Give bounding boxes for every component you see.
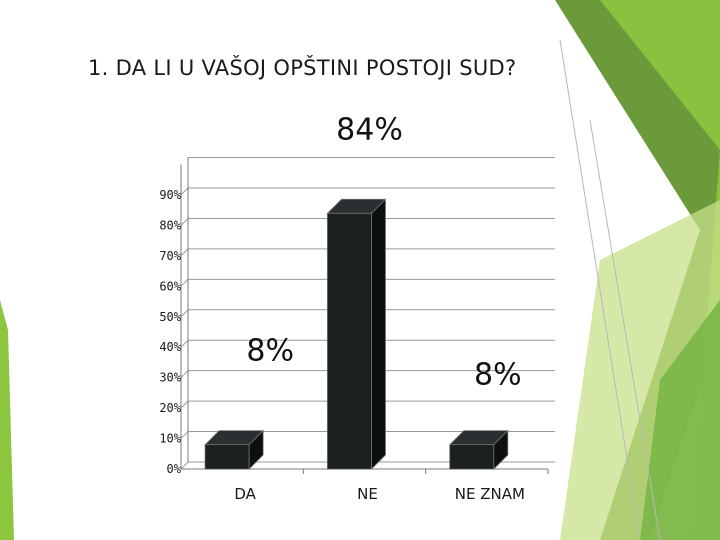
gridline-diagonal: [180, 370, 189, 379]
chart-bars: [204, 198, 509, 470]
decor-green-band-mid: [640, 300, 720, 540]
gridline-diagonal: [180, 278, 189, 287]
slide-title: 1. DA LI U VAŠOJ OPŠTINI POSTOJI SUD?: [88, 56, 517, 80]
gridline-diagonal: [180, 461, 189, 470]
x-category-label: DA: [234, 485, 256, 503]
y-tick-label: 90%: [159, 188, 181, 202]
y-tick-label: 30%: [159, 371, 181, 385]
y-tick-label: 10%: [159, 432, 181, 446]
bar-da: [204, 444, 250, 470]
bar-side-face: [371, 198, 386, 470]
y-tick-label: 50%: [159, 310, 181, 324]
gridline-diagonal: [180, 309, 189, 318]
gridline-diagonal: [180, 218, 189, 226]
data-label: 8%: [474, 358, 522, 393]
bar-side-face: [493, 429, 509, 470]
x-category-label: NE ZNAM: [455, 485, 525, 503]
y-tick-label: 40%: [159, 340, 181, 354]
gridline-diagonal: [180, 400, 189, 409]
bar-side-face: [248, 429, 264, 470]
chart-labels: 0% 10% 20% 30% 40% 50% 60% 70% 80% 90% DA 8% NE 84% NE…: [159, 113, 525, 503]
y-tick-label: 80%: [159, 218, 181, 232]
y-tick-label: 20%: [159, 401, 181, 415]
data-label: 84%: [336, 113, 403, 148]
gridline-diagonal: [180, 339, 189, 348]
bar-ne-znam: [449, 444, 495, 470]
bar-ne: [327, 212, 372, 470]
gridline-diagonal: [180, 431, 189, 439]
x-category-label: NE: [357, 485, 378, 503]
data-label: 8%: [246, 334, 294, 369]
y-tick-label: 0%: [167, 462, 182, 476]
decor-thin-line: [559, 39, 641, 540]
y-tick-label: 70%: [159, 249, 181, 263]
gridline-diagonal: [180, 187, 189, 196]
y-tick-label: 60%: [159, 279, 181, 293]
decor-green-left-strip: [0, 300, 14, 540]
gridline-diagonal: [180, 248, 189, 257]
decor-thin-line: [589, 119, 661, 540]
